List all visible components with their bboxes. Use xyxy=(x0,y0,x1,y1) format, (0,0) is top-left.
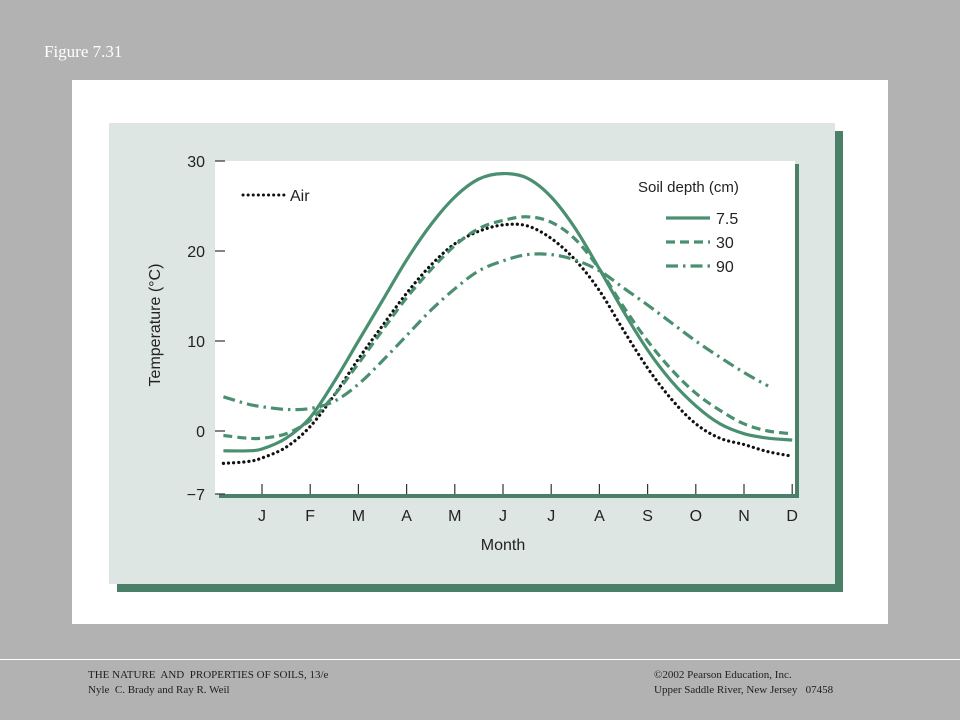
y-tick-group: 30 20 10 0 −7 xyxy=(187,154,225,504)
x-tick-label: F xyxy=(305,508,315,525)
footer-copyright: ©2002 Pearson Education, Inc. xyxy=(654,669,792,681)
footer-left: THE NATURE AND PROPERTIES OF SOILS, 13/e… xyxy=(88,668,328,698)
series-line-air xyxy=(221,222,794,465)
y-tick-label: 10 xyxy=(187,334,205,351)
x-tick-label: M xyxy=(352,508,365,525)
y-tick-label: 0 xyxy=(196,424,205,441)
y-tick-label: 30 xyxy=(187,154,205,171)
y-tick-label: 20 xyxy=(187,244,205,261)
footer-book-title: THE NATURE AND PROPERTIES OF SOILS, 13/e xyxy=(88,669,329,681)
legend-title: Soil depth (cm) xyxy=(638,179,739,196)
legend: Air 7.5 30 90 xyxy=(241,188,738,276)
x-tick-label: O xyxy=(690,508,702,525)
x-tick-label: N xyxy=(738,508,750,525)
x-tick-label: A xyxy=(594,508,605,525)
x-tick-label: J xyxy=(499,508,507,525)
series-line-90 xyxy=(222,252,769,412)
footer-right: ©2002 Pearson Education, Inc. Upper Sadd… xyxy=(654,668,833,698)
y-tick-label: −7 xyxy=(187,487,205,504)
legend-label-air: Air xyxy=(290,188,310,205)
x-tick-label: J xyxy=(258,508,266,525)
plot-area xyxy=(215,161,795,494)
x-tick-label: M xyxy=(448,508,461,525)
x-tick-label: J xyxy=(547,508,555,525)
footer-publisher-location: Upper Saddle River, New Jersey 07458 xyxy=(654,684,834,696)
legend-label-30: 30 xyxy=(716,235,734,252)
legend-label-90: 90 xyxy=(716,259,734,276)
series-group xyxy=(221,171,794,465)
series-line-30 xyxy=(223,215,793,441)
footer-authors: Nyle C. Brady and Ray R. Weil xyxy=(88,684,230,696)
footer-divider xyxy=(0,659,960,660)
x-tick-label: D xyxy=(786,508,798,525)
series-line-7-5 xyxy=(223,171,793,453)
y-axis-label: Temperature (°C) xyxy=(147,264,164,387)
legend-label-7-5: 7.5 xyxy=(716,211,738,228)
x-tick-label: A xyxy=(401,508,412,525)
x-tick-label: S xyxy=(642,508,653,525)
x-axis-label: Month xyxy=(481,537,525,554)
figure-label: Figure 7.31 xyxy=(44,42,123,61)
